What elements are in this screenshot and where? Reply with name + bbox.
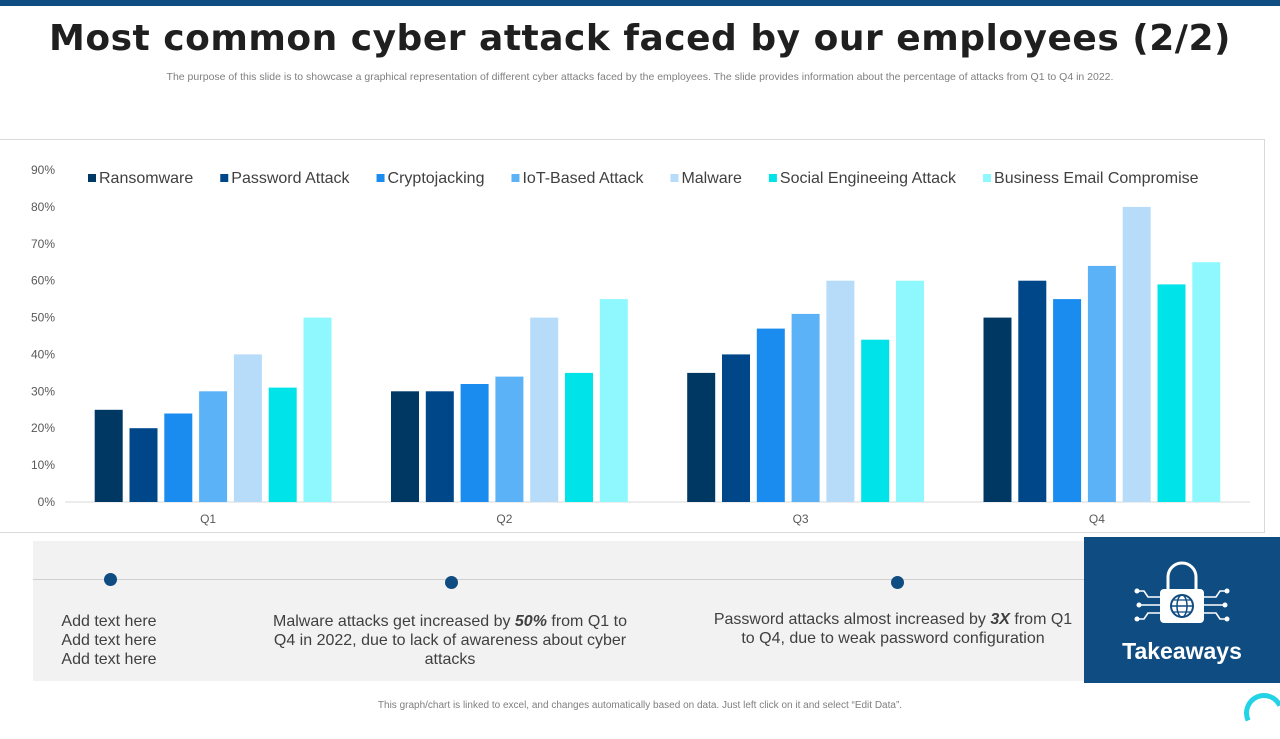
note-placeholder-line-3: Add text here [61, 651, 157, 668]
y-tick-label: 30% [31, 384, 55, 398]
legend-swatch [983, 174, 992, 182]
y-tick-label: 50% [31, 311, 55, 325]
note-malware: Malware attacks get increased by 50% fro… [272, 612, 628, 669]
legend-label: Malware [681, 170, 742, 187]
y-tick-label: 70% [31, 237, 55, 251]
notes-band [33, 541, 1093, 681]
timeline-dot-3 [891, 576, 904, 589]
timeline-dot-1 [104, 573, 117, 586]
bar-social-engineeing-attack-q3[interactable] [861, 339, 890, 502]
legend-label: Business Email Compromise [994, 170, 1199, 187]
note-placeholder-line-2: Add text here [61, 632, 157, 649]
legend-swatch [768, 174, 777, 182]
note-placeholder-line-1: Add text here [61, 613, 157, 630]
timeline-dot-2 [445, 576, 458, 589]
chart-bars [94, 206, 1221, 503]
bar-ransomware-q4[interactable] [983, 317, 1012, 502]
note-password: Password attacks almost increased by 3X … [712, 610, 1074, 648]
bar-business-email-compromise-q1[interactable] [303, 317, 332, 502]
bar-password-attack-q3[interactable] [722, 354, 750, 502]
y-tick-label: 40% [31, 347, 55, 361]
bar-social-engineeing-attack-q1[interactable] [268, 387, 297, 502]
bar-password-attack-q4[interactable] [1018, 280, 1047, 502]
note-malware-post: from Q1 to Q4 in 2022, due to lack of aw… [273, 613, 627, 668]
top-accent-bar [0, 0, 1280, 6]
note-password-highlight: 3X [990, 611, 1010, 628]
x-tick-label: Q4 [1089, 512, 1105, 526]
padlock-globe-icon [1134, 561, 1230, 623]
x-tick-label: Q3 [793, 512, 809, 526]
note-password-post: from Q1 to Q4, due to weak password conf… [741, 611, 1073, 647]
bar-password-attack-q1[interactable] [129, 428, 158, 502]
bar-ransomware-q3[interactable] [687, 372, 716, 502]
note-malware-pre: Malware attacks get increased by [273, 613, 515, 630]
legend-label: Ransomware [99, 170, 193, 187]
chart-axis-layer: 0% 10% 20% 30% 40% 50% 60% 70% 80% 90% Q1 Q2 Q3 Q4 [31, 163, 1250, 526]
bar-malware-q2[interactable] [530, 317, 559, 502]
bar-malware-q3[interactable] [826, 280, 855, 502]
y-tick-label: 20% [31, 421, 55, 435]
bar-social-engineeing-attack-q4[interactable] [1157, 284, 1186, 502]
bar-cryptojacking-q2[interactable] [460, 384, 489, 502]
takeaways-label: Takeaways [1122, 638, 1242, 664]
bar-iot-based-attack-q3[interactable] [791, 313, 820, 502]
note-malware-highlight: 50% [514, 613, 547, 630]
y-tick-label: 80% [31, 200, 55, 214]
bar-business-email-compromise-q4[interactable] [1192, 262, 1221, 502]
legend-swatch [220, 174, 229, 182]
bar-iot-based-attack-q4[interactable] [1087, 265, 1116, 502]
y-tick-label: 60% [31, 274, 55, 288]
bar-ransomware-q1[interactable] [94, 409, 123, 502]
legend-swatch [511, 174, 520, 182]
page-subtitle: The purpose of this slide is to showcase… [166, 71, 1114, 83]
legend-label: Cryptojacking [388, 170, 485, 187]
legend-swatch [88, 174, 96, 182]
legend-swatch [670, 174, 679, 182]
legend-label: Password Attack [231, 170, 350, 187]
bar-chart[interactable]: 0% 10% 20% 30% 40% 50% 60% 70% 80% 90% Q1 Q2 Q3 Q4 Ra… [0, 140, 1264, 532]
bar-cryptojacking-q3[interactable] [756, 328, 785, 502]
chart-legend: Ransomware Password Attack Cryptojacking Io… [88, 170, 1199, 187]
bar-malware-q4[interactable] [1122, 206, 1151, 502]
legend-label: IoT-Based Attack [522, 170, 644, 187]
legend-label: Social Engineeing Attack [780, 170, 957, 187]
notes-timeline [33, 579, 1093, 580]
takeaways-box: Takeaways [1084, 537, 1280, 683]
bar-business-email-compromise-q3[interactable] [896, 280, 924, 502]
note-password-pre: Password attacks almost increased by [713, 611, 991, 628]
y-tick-label: 0% [38, 495, 56, 509]
bar-cryptojacking-q1[interactable] [164, 413, 193, 503]
note-placeholder: Add text here Add text here Add text her… [30, 612, 188, 669]
x-tick-label: Q1 [200, 512, 216, 526]
bar-malware-q1[interactable] [233, 354, 262, 502]
bar-iot-based-attack-q1[interactable] [199, 391, 228, 502]
footer-note: This graph/chart is linked to excel, and… [377, 700, 903, 711]
bar-password-attack-q2[interactable] [425, 391, 454, 502]
page-title: Most common cyber attack faced by our em… [49, 18, 1231, 59]
bar-social-engineeing-attack-q2[interactable] [565, 372, 593, 502]
bar-business-email-compromise-q2[interactable] [599, 299, 628, 502]
y-tick-label: 10% [31, 458, 55, 472]
y-tick-label: 90% [31, 163, 55, 177]
bar-iot-based-attack-q2[interactable] [495, 376, 524, 502]
bar-cryptojacking-q4[interactable] [1053, 299, 1082, 502]
x-tick-label: Q2 [496, 512, 512, 526]
decorative-arc [1238, 687, 1280, 739]
bar-ransomware-q2[interactable] [391, 391, 419, 502]
legend-swatch [376, 174, 385, 182]
